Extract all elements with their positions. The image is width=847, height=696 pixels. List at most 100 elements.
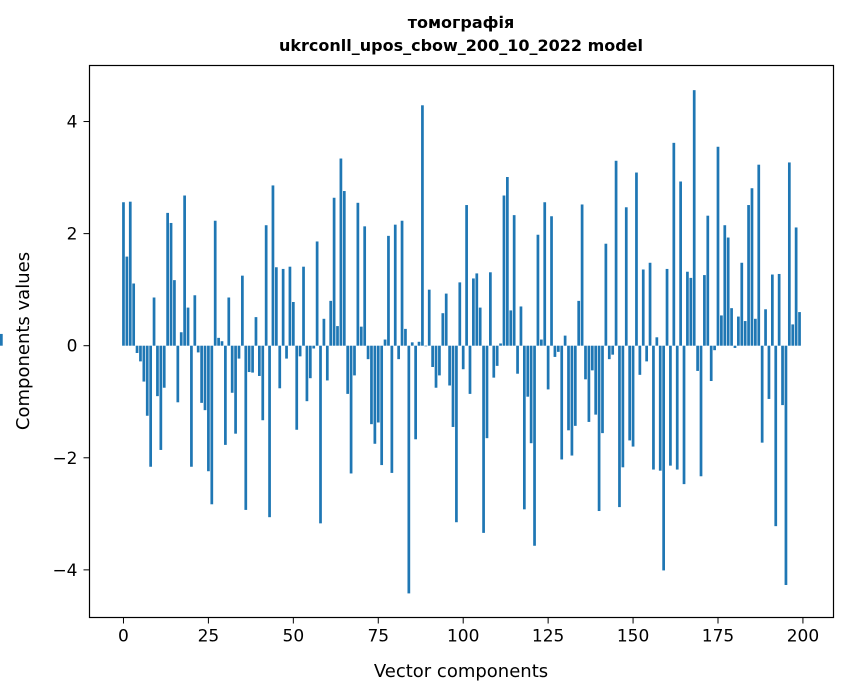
bar-1: [125, 256, 129, 346]
bar-52: [298, 345, 302, 357]
bar-194: [781, 345, 784, 406]
bar-118: [522, 345, 526, 510]
bar-63: [336, 326, 339, 346]
bar-3: [132, 283, 136, 346]
bar-62: [332, 197, 336, 346]
bar-159: [662, 345, 665, 571]
bar-100: [461, 345, 465, 370]
bar-22: [196, 345, 200, 353]
bar-15: [173, 280, 176, 346]
bar-64: [339, 158, 343, 346]
bar-177: [723, 225, 727, 346]
bar-45: [274, 267, 278, 346]
bar-20: [190, 345, 193, 467]
y-tick-label: −4: [52, 561, 77, 581]
bar-82: [400, 220, 404, 346]
bar-83: [404, 328, 407, 346]
bar-73: [370, 345, 373, 425]
bar-113: [506, 177, 509, 346]
bar-161: [669, 345, 672, 466]
bar-80: [393, 224, 397, 346]
bar-132: [570, 345, 574, 456]
bar-108: [489, 272, 492, 346]
bar-150: [631, 345, 635, 447]
bar-59: [322, 318, 326, 346]
bar-143: [607, 345, 611, 360]
bar-53: [302, 266, 305, 346]
bar-164: [679, 181, 682, 346]
x-axis-label: Vector components: [374, 661, 548, 682]
x-tick-label: 125: [532, 627, 564, 647]
bar-5: [139, 345, 142, 362]
bar-66: [346, 345, 350, 394]
bar-32: [230, 345, 234, 393]
bar-137: [587, 345, 591, 422]
bar-58: [319, 345, 322, 524]
bar-128: [556, 345, 560, 352]
bar-124: [543, 202, 547, 346]
bar-35: [241, 275, 244, 346]
x-tick-label: 175: [702, 627, 734, 647]
bar-157: [655, 337, 659, 346]
bar-106: [482, 345, 485, 533]
bar-114: [509, 310, 513, 346]
bar-13: [166, 212, 169, 346]
bar-36: [244, 345, 248, 510]
bar-8: [149, 345, 153, 467]
bar-126: [550, 216, 553, 346]
bar-92: [434, 345, 438, 388]
bar-199: [798, 312, 801, 346]
bar-178: [726, 237, 730, 346]
bar-171: [703, 275, 706, 346]
bar-130: [563, 335, 567, 346]
bar-99: [458, 282, 462, 346]
bar-94: [441, 313, 445, 346]
bar-60: [325, 345, 329, 381]
bar-162: [672, 142, 676, 346]
bar-41: [261, 345, 265, 421]
bar-127: [553, 345, 557, 357]
bar-93: [438, 345, 441, 376]
bar-78: [387, 235, 390, 346]
bar-49: [288, 266, 292, 346]
bar-189: [764, 309, 767, 346]
bar-0: [122, 202, 125, 346]
bar-72: [366, 345, 370, 360]
bar-165: [682, 345, 686, 485]
bar-16: [176, 345, 180, 403]
bar-110: [495, 345, 499, 366]
bar-136: [584, 345, 587, 380]
bar-47: [281, 268, 285, 346]
bar-158: [658, 345, 662, 471]
bar-7: [145, 345, 149, 416]
bar-90: [427, 289, 431, 346]
bar-148: [624, 207, 628, 346]
bar-48: [285, 345, 288, 359]
bar-69: [356, 202, 360, 346]
bar-181: [737, 316, 740, 346]
bar-27: [213, 220, 217, 346]
bar-12: [162, 345, 166, 388]
bar-191: [770, 274, 774, 346]
y-tick-label: 0: [67, 337, 78, 357]
bar-46: [278, 345, 282, 389]
bar-176: [720, 315, 723, 346]
bar-116: [516, 345, 519, 374]
bar-74: [373, 345, 377, 444]
bar-160: [665, 268, 669, 346]
bar-18: [183, 195, 186, 346]
bar-85: [410, 342, 414, 346]
bar-102: [468, 345, 472, 394]
bar-185: [750, 188, 754, 346]
bar-56: [312, 345, 316, 349]
bar-198: [794, 227, 798, 346]
chart-subtitle: ukrconll_upos_cbow_200_10_2022 model: [279, 36, 643, 55]
bar-138: [590, 345, 594, 371]
bar-95: [444, 293, 448, 346]
bar-71: [363, 226, 367, 346]
bar-196: [787, 162, 791, 346]
bar-40: [258, 345, 261, 376]
bar-51: [295, 345, 299, 430]
bar-122: [536, 234, 540, 346]
